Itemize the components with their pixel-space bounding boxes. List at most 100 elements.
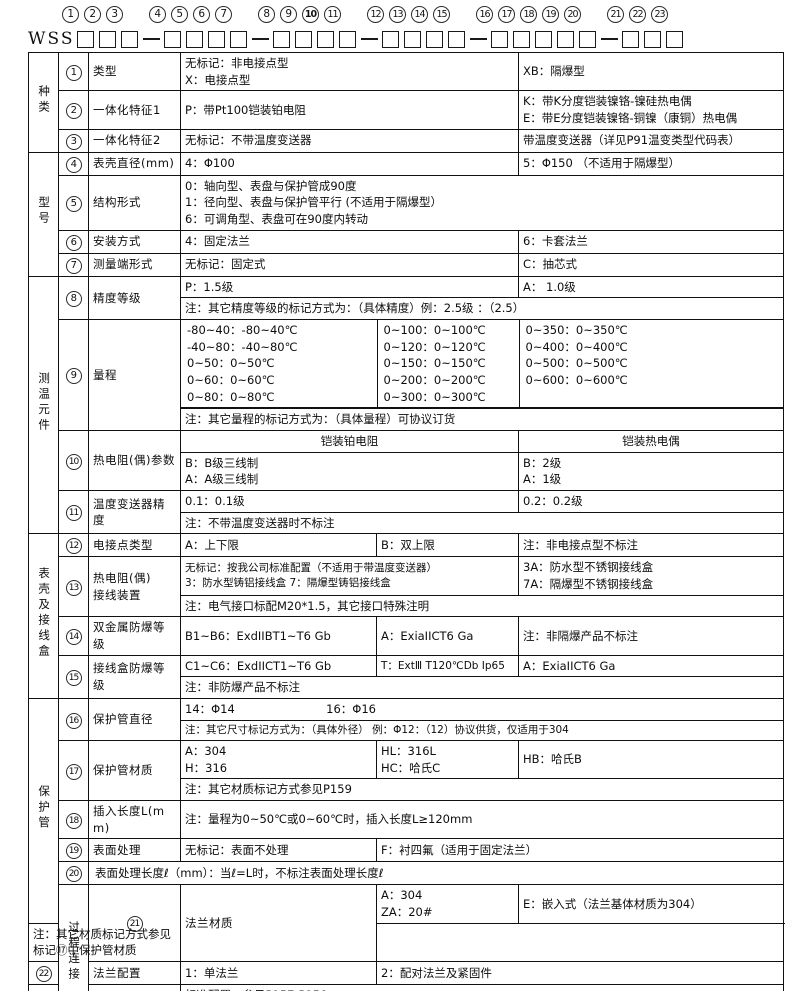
code-box[interactable] [513,30,531,48]
code-index-1: 1 [62,6,79,23]
row-number-6: 6 [58,229,89,254]
table-row: 2 一体化特征1 P：带Pt100铠装铂电阻 K：带K分度铠装镍铬-镍硅热电偶 … [29,90,784,130]
code-box[interactable] [426,30,444,48]
row-name-22: 法兰配置 [88,961,181,986]
row-number-15: 15 [58,654,89,700]
row-15-col-1: C1~C6：ExdIICT1~T6 Gb [180,654,377,678]
range-option: 0~600：0~600℃ [525,373,628,388]
code-index-4: 4 [149,6,166,23]
range-option: 0~50：0~50℃ [187,356,275,371]
row-4-col-2: 5：Φ150 （不适用于隔爆型） [518,151,784,176]
row-14-col-2: A：ExiaIICT6 Ga [376,616,519,656]
group-label-protect-tube: 保护管 [28,698,59,924]
table-row: 9 量程 -80~40：-80~40℃ -40~80：-40~80℃ 0~50：0~… [29,319,784,432]
row-5-options: 0：轴向型、表盘与保护管成90度 1：径向型、表盘与保护管平行 (不适用于隔爆型… [180,174,784,231]
model-code-header: 1 2 3 4 5 6 7 8 9 10 11 12 13 14 15 16 17 18 19 20 21 22 23 WS… [0,0,790,52]
row-name-16: 保护管直径 [88,698,181,742]
code-index-22: 22 [629,6,646,23]
code-index-11: 11 [324,6,341,23]
code-box[interactable] [557,30,575,48]
row-name-7: 测量端形式 [88,252,181,277]
code-box[interactable] [295,30,313,48]
row-13-note: 注：电气接口标配M20*1.5，其它接口特殊注明 [180,594,784,618]
code-box[interactable] [644,30,662,48]
code-index-7: 7 [215,6,232,23]
table-row: 测温元件 8 精度等级 P：1.5级 A： 1.0级 [28,275,784,535]
code-box[interactable] [230,30,248,48]
table-row: 11 温度变送器精度 0.1：0.1级 0.2：0.2级 [29,490,784,535]
group-label-text: 种类 [37,84,52,116]
code-box[interactable] [99,30,117,48]
code-box[interactable] [382,30,400,48]
row-name-9: 量程 [88,319,181,432]
row-17-note: 注：其它材质标记方式参见P159 [180,778,784,802]
row-name-23: 法兰规格 [88,984,181,991]
range-option: 0~400：0~400℃ [525,339,628,354]
code-box[interactable] [666,30,684,48]
code-index-15: 15 [433,6,450,23]
row-15-note: 注：非防爆产品不标注 [180,676,784,700]
code-box[interactable] [164,30,182,48]
row-name-13-line2: 接线装置 [93,587,141,602]
row-number-3: 3 [58,128,89,153]
table-row: 17 保护管材质 A：304 H：316 HL：316L HC：哈氏C HB：哈… [29,740,784,802]
range-option: 0~150：0~150℃ [383,356,486,371]
code-box[interactable] [317,30,335,48]
table-row: 15 接线盒防爆等级 C1~C6：ExdIICT1~T6 Gb T：ExtⅢ T… [29,654,784,700]
row-name-17: 保护管材质 [88,740,181,802]
row-15-col-2: T：ExtⅢ T120℃Db Ip65 [376,654,519,678]
row-number-5: 5 [58,174,89,231]
code-box[interactable] [208,30,226,48]
code-box-group [77,30,688,48]
row-13-col-2: 3A：防水型不锈钢接线盒 7A：隔爆型不锈钢接线盒 [518,556,784,596]
row-21-opt-za: ZA：20# [381,905,433,920]
table-row: 注：其它材质标记方式参见P159 [29,778,784,802]
row-17-opt-a: A：304 [185,744,227,759]
row-12-col-1: A：上下限 [180,533,377,558]
code-box[interactable] [121,30,139,48]
code-index-2: 2 [84,6,101,23]
range-option: -40~80：-40~80℃ [187,339,298,354]
row-17-col-1: A：304 H：316 [180,740,377,780]
code-box[interactable] [186,30,204,48]
row-name-6: 安装方式 [88,229,181,254]
row-name-5: 结构形式 [88,174,181,231]
row-name-15: 接线盒防爆等级 [88,654,181,700]
row-name-3: 一体化特征2 [88,128,181,153]
code-index-18: 18 [520,6,537,23]
specification-table-wrap: 种类 1 类型 无标记：非电接点型 X：电接点型 XB：隔爆型 2 一体化特征1… [28,51,784,991]
row-17-col-2: HL：316L HC：哈氏C [376,740,519,780]
code-index-9: 9 [280,6,297,23]
table-row: 注：其它材质标记方式参见标记⑰中保护管材质 [28,922,784,963]
row-1-opt-a: 无标记：非电接点型 [185,56,289,70]
range-col-3: 0~350：0~350℃ 0~400：0~400℃ 0~500：0~500℃ 0~60… [518,320,784,409]
code-box[interactable] [77,30,95,48]
row-16-opt-16: 16：Φ16 [326,702,376,717]
row-number-13: 13 [58,556,89,618]
code-box[interactable] [339,30,357,48]
code-box[interactable] [273,30,291,48]
row-4-col-1: 4：Φ100 [180,151,519,176]
code-box[interactable] [448,30,466,48]
code-box[interactable] [404,30,422,48]
row-3-col-2: 带温度变送器（详见P91温变类型代码表） [518,128,784,153]
row-19-col-2: F：衬四氟（适用于固定法兰） [376,838,784,863]
row-18-note: 注：量程为0~50℃或0~60℃时，插入长度L≥120mm [180,800,784,840]
row-6-col-1: 4：固定法兰 [180,229,519,254]
code-box[interactable] [579,30,597,48]
row-name-1: 类型 [88,51,181,92]
row-number-22: 22 [28,961,59,986]
range-option: 0~100：0~100℃ [383,323,486,338]
code-box[interactable] [535,30,553,48]
table-row: 10 热电阻(偶)参数 铠装铂电阻 铠装热电偶 [29,430,784,492]
row-14-col-1: B1~B6：ExdIIBT1~T6 Gb [180,616,377,656]
row-name-10: 热电阻(偶)参数 [88,430,181,492]
code-box[interactable] [622,30,640,48]
code-box[interactable] [491,30,509,48]
range-option: 0~350：0~350℃ [525,323,628,338]
row-number-16: 16 [58,698,89,742]
row-8-note: 注：其它精度等级的标记方式为：（具体精度）例：2.5级 ：（2.5） [180,297,784,321]
table-row: 23 法兰规格 标准配置：参见P157-P158 注：其它法兰的标记方式为：标准… [28,984,784,991]
table-row: 19 表面处理 无标记：表面不处理 F：衬四氟（适用于固定法兰） [29,838,784,863]
row-number-20: 20 [58,861,89,886]
